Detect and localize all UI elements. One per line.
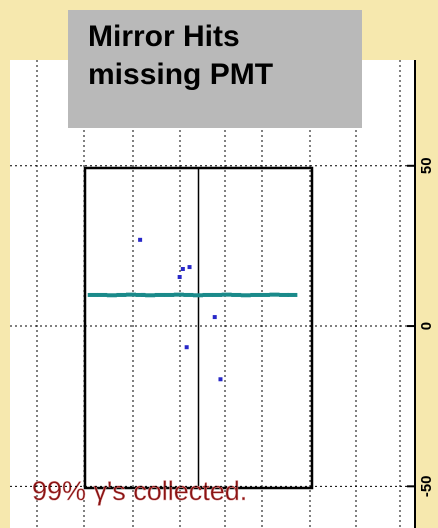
y-tick-label: 50	[418, 157, 435, 174]
point	[125, 292, 136, 297]
point	[221, 292, 232, 297]
point	[187, 265, 192, 270]
point	[173, 292, 184, 297]
point	[183, 292, 194, 297]
point	[87, 292, 98, 297]
point	[269, 292, 280, 297]
point	[154, 292, 165, 297]
title-box	[68, 10, 362, 128]
point	[164, 292, 175, 297]
point	[97, 292, 108, 297]
point	[279, 292, 290, 297]
point	[180, 266, 185, 271]
point	[287, 292, 298, 297]
title-line: missing PMT	[88, 58, 273, 91]
title-line: Mirror Hits	[88, 20, 240, 53]
point	[231, 292, 242, 297]
point	[218, 377, 223, 382]
chart-title: Mirror Hits missing PMT	[88, 20, 273, 91]
point	[135, 292, 146, 297]
point	[106, 293, 117, 298]
point	[202, 292, 213, 297]
point	[212, 315, 217, 320]
y-tick-label: -50	[418, 475, 435, 497]
marks	[87, 237, 298, 382]
point	[240, 293, 251, 298]
point	[145, 293, 156, 298]
point	[212, 292, 223, 297]
point	[116, 292, 127, 297]
point	[184, 345, 189, 350]
point	[177, 275, 182, 280]
annotation: 99% γ's collected.	[32, 476, 247, 506]
point	[259, 292, 270, 297]
y-tick-label: 0	[418, 322, 435, 330]
point	[192, 293, 203, 298]
point	[250, 292, 261, 297]
point	[138, 237, 143, 242]
